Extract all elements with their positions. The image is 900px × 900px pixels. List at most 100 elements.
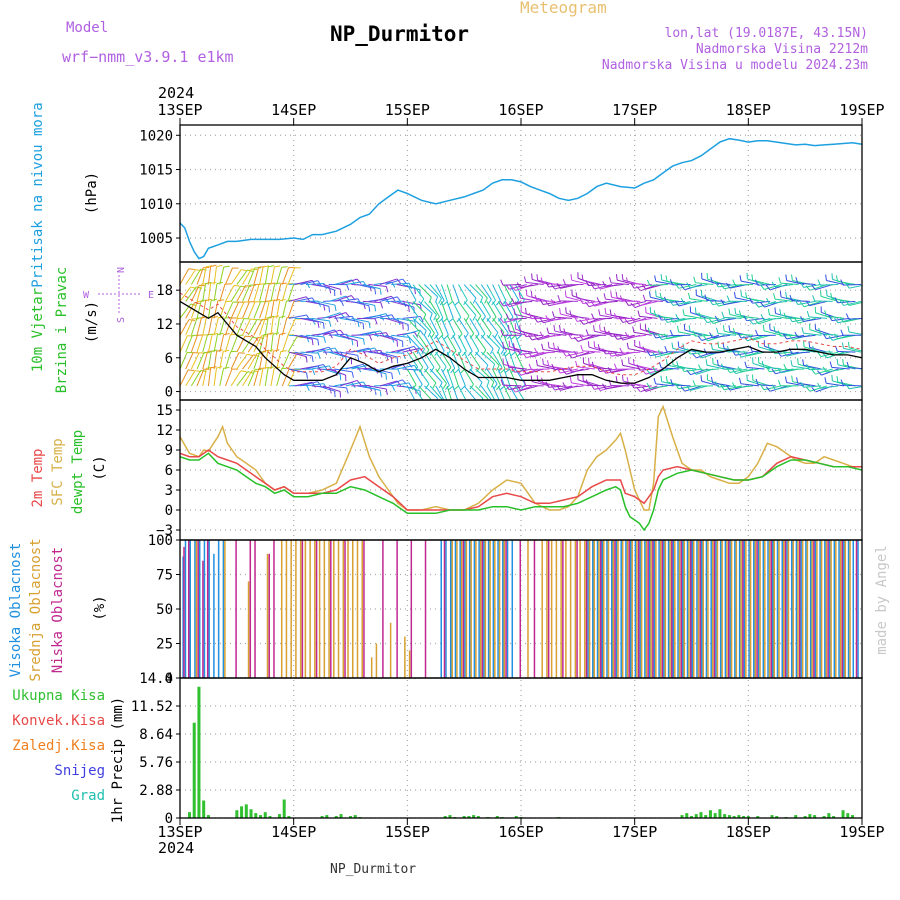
wind-barb-flag — [602, 280, 606, 287]
wind-barb — [509, 335, 516, 353]
wind-barb — [486, 385, 496, 400]
wind-barb — [242, 354, 254, 370]
wind-barb-flag — [545, 300, 550, 307]
wind-barb — [225, 267, 233, 285]
wind-barb — [322, 329, 341, 336]
wind-barb-flag — [822, 333, 827, 339]
wind-barb-flag — [346, 387, 349, 394]
high-cloud-bar — [686, 540, 689, 678]
wind-barb — [213, 300, 219, 319]
wind-barb — [374, 295, 392, 302]
wind-barb-flag — [845, 313, 850, 320]
wind-barb — [605, 332, 624, 336]
wind-barb-flag — [593, 341, 596, 348]
wind-barb — [650, 351, 668, 357]
wind-barb-flag — [489, 400, 492, 405]
wind-barb — [379, 317, 398, 320]
wind-barb — [368, 385, 387, 390]
temperature-ytick-label: 12 — [156, 423, 173, 439]
wind-barb — [746, 366, 765, 370]
wind-barb-flag — [771, 368, 776, 375]
wind-barb — [815, 284, 833, 291]
wind-barb — [820, 385, 839, 389]
wind-barb-flag — [556, 367, 561, 374]
compass-s: S — [116, 317, 127, 323]
precip-bar — [268, 816, 272, 818]
wind-barb-flag — [562, 382, 567, 388]
wind-barb — [611, 314, 630, 319]
wind-barb — [554, 385, 573, 391]
wind-barb-flag — [274, 282, 281, 285]
wind-barb — [322, 312, 341, 319]
high-cloud-bar — [691, 540, 693, 678]
mid-cloud-bar — [541, 540, 543, 678]
wind-barb-flag — [671, 342, 674, 349]
wind-barb — [334, 351, 352, 359]
wind-barb — [207, 351, 212, 370]
precip-bar — [334, 816, 338, 818]
wind-ylabel-1: 10m Vjetar — [30, 288, 46, 372]
wind-barb — [317, 385, 335, 392]
low-cloud-bar — [315, 540, 318, 678]
mid-cloud-bar — [342, 540, 345, 678]
wind-barb-flag — [619, 295, 623, 302]
wind-barb — [690, 312, 708, 319]
high-cloud-bar — [805, 540, 807, 678]
wind-barb-flag — [374, 288, 377, 295]
wind-barb-flag — [703, 335, 708, 342]
mid-cloud-bar — [612, 540, 614, 678]
wind-barb-flag — [216, 349, 223, 352]
wind-ytick-label: 6 — [165, 351, 173, 367]
wind-barb — [305, 363, 324, 370]
wind-barb — [571, 382, 590, 387]
wind-barb — [599, 314, 618, 319]
wind-barb-flag — [836, 358, 839, 365]
wind-barb — [196, 283, 203, 302]
wind-barb-flag — [195, 269, 202, 272]
high-cloud-bar — [182, 556, 184, 678]
high-cloud-bar — [847, 540, 850, 678]
precip-legend-2: Zaledj.Kisa — [12, 738, 105, 754]
wind-barb — [701, 380, 720, 387]
high-cloud-bar — [445, 540, 447, 678]
wind-barb — [423, 351, 435, 368]
precip-bar — [746, 816, 750, 818]
wind-barb — [412, 385, 424, 400]
wind-barb-flag — [680, 386, 686, 392]
wind-barb-flag — [550, 283, 556, 290]
wind-barb — [196, 300, 202, 319]
wind-barb-flag — [413, 366, 419, 373]
wind-barb-flag — [624, 331, 629, 338]
wind-barb — [452, 334, 462, 352]
mid-cloud-bar — [764, 540, 766, 678]
wind-barb-flag — [522, 330, 527, 337]
wind-barb-flag — [210, 366, 217, 369]
wind-barb-flag — [653, 378, 657, 385]
wind-barb — [599, 368, 618, 373]
wind-barb-flag — [646, 369, 652, 375]
wind-barb — [230, 301, 240, 319]
high-cloud-bar — [222, 540, 225, 678]
wind-barb-flag — [396, 357, 399, 364]
wind-barb — [452, 301, 462, 318]
wind-barb-flag — [654, 275, 657, 282]
wind-barb — [718, 284, 737, 288]
temperature-ytick-label: 6 — [165, 463, 173, 479]
wind-barb — [645, 368, 664, 375]
wind-barb-flag — [800, 281, 804, 288]
high-cloud-bar — [682, 540, 684, 678]
wind-barb — [334, 279, 352, 286]
wind-barb-flag — [625, 277, 629, 284]
wind-barb-flag — [800, 316, 804, 322]
wind-barb-flag — [733, 291, 736, 298]
wind-barb-flag — [391, 295, 396, 302]
wind-barb-flag — [670, 379, 674, 386]
wind-barb-flag — [777, 379, 782, 386]
wind-barb-flag — [676, 361, 679, 368]
low-cloud-bar — [505, 540, 507, 678]
wind-barb-flag — [267, 332, 274, 335]
wind-barb — [740, 280, 759, 286]
wind-barb-flag — [840, 329, 844, 336]
wind-barb — [791, 300, 810, 302]
wind-barb — [583, 334, 601, 341]
